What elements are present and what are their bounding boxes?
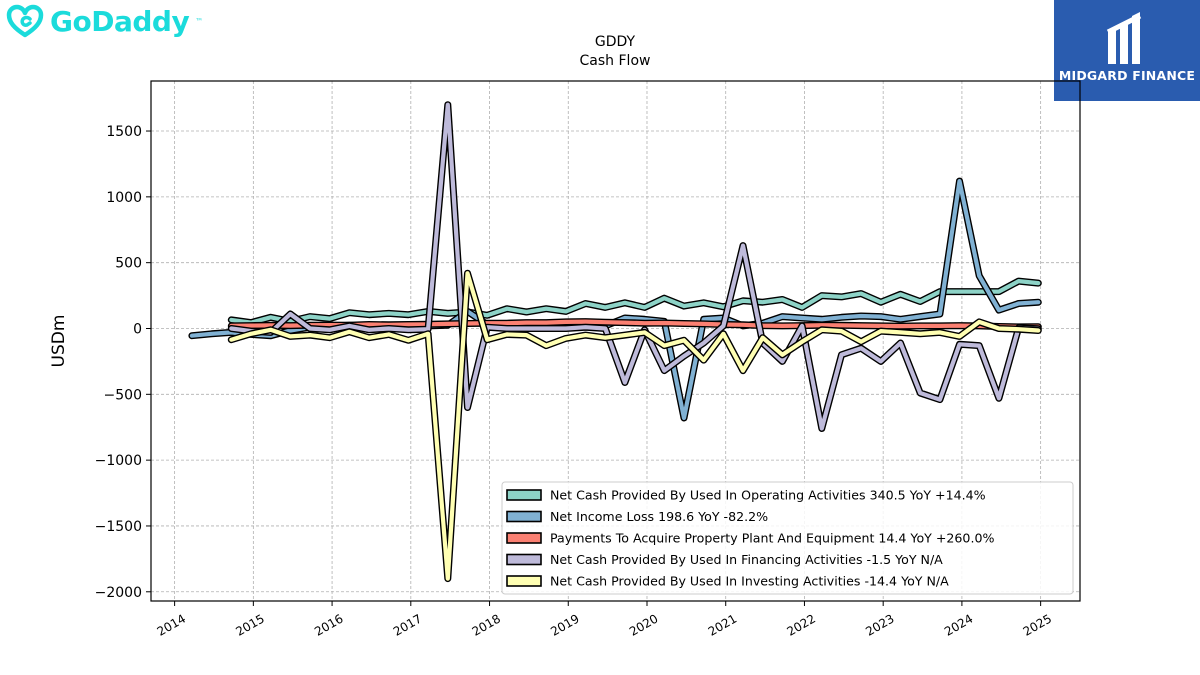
series-stroke <box>229 319 1041 329</box>
godaddy-heart-icon <box>6 4 44 38</box>
chart-title-block: GDDY Cash Flow <box>0 33 1200 71</box>
legend-entry: Payments To Acquire Property Plant And E… <box>550 531 994 546</box>
legend-entry: Net Income Loss 198.6 YoY -82.2% <box>550 509 768 524</box>
series-stroke <box>229 271 1041 581</box>
legend-swatch <box>506 510 542 523</box>
x-tick-label: 2014 <box>155 611 188 638</box>
legend: Net Cash Provided By Used In Operating A… <box>501 481 1074 595</box>
series-line-0 <box>227 277 1042 327</box>
y-tick-label: 0 <box>133 321 142 337</box>
series-line-4 <box>227 269 1042 583</box>
watermark-name: MIDGARD FINANCE <box>1058 68 1196 83</box>
chart-title: GDDY <box>594 34 636 50</box>
series-stroke <box>229 102 1041 431</box>
legend-swatch <box>506 553 542 566</box>
midgard-finance-watermark: MIDGARD FINANCE <box>1054 0 1200 101</box>
y-axis-label: USDm <box>49 315 69 368</box>
y-tick-label: −1500 <box>95 519 142 535</box>
plot-frame <box>150 80 1081 602</box>
series-line-2 <box>227 318 1042 331</box>
godaddy-logo: GoDaddy ™ <box>6 4 203 38</box>
x-tick-label: 2024 <box>942 611 975 638</box>
y-tick-label: 1500 <box>106 124 142 140</box>
y-tick-label: 1000 <box>106 190 142 206</box>
legend-box <box>501 481 1074 595</box>
x-tick-label: 2025 <box>1021 611 1054 638</box>
x-tick-label: 2015 <box>233 611 266 638</box>
series-line-3 <box>227 101 1042 432</box>
legend-swatch <box>506 575 542 587</box>
series-layer <box>188 101 1042 583</box>
x-tick-label: 2017 <box>391 611 424 638</box>
x-tick-label: 2021 <box>706 611 739 638</box>
x-tick-label: 2020 <box>627 611 660 638</box>
x-tick-label: 2016 <box>312 611 345 638</box>
legend-swatch <box>506 532 542 544</box>
legend-entry: Net Cash Provided By Used In Investing A… <box>550 574 949 589</box>
y-tick-label: 500 <box>115 256 142 272</box>
series-stroke <box>229 279 1041 325</box>
y-tick-label: −2000 <box>95 585 142 601</box>
midgard-m-icon <box>1106 12 1142 64</box>
x-tick-label: 2018 <box>470 611 503 638</box>
y-tick-label: −1000 <box>95 453 142 469</box>
x-axis: 2014 2015 2016 2017 2018 2019 2020 2021 2022 2023… <box>155 601 1054 639</box>
legend-swatch <box>506 489 542 501</box>
y-tick-label: −500 <box>104 387 142 403</box>
x-tick-label: 2019 <box>548 611 581 638</box>
y-axis: 1500 1000 500 0 −500 −1000 −1500 −2000 <box>95 124 151 601</box>
x-tick-label: 2023 <box>863 611 896 638</box>
legend-entry: Net Cash Provided By Used In Operating A… <box>550 488 986 503</box>
chart-subtitle: Cash Flow <box>579 53 651 69</box>
brand-name: GoDaddy <box>50 4 190 38</box>
x-tick-label: 2022 <box>784 611 817 638</box>
brand-trademark: ™ <box>195 16 204 26</box>
legend-entry: Net Cash Provided By Used In Financing A… <box>550 552 943 567</box>
